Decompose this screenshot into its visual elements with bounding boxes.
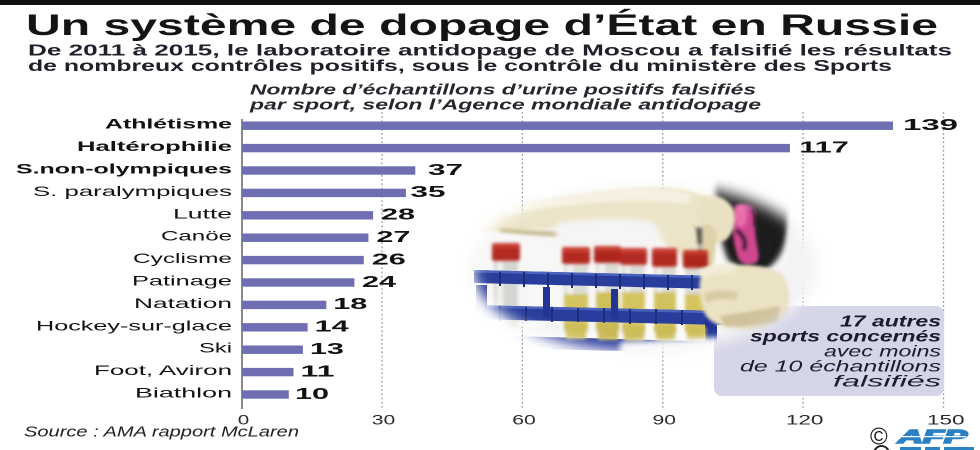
svg-text:120: 120	[786, 411, 824, 427]
svg-text:avec moins: avec moins	[824, 344, 941, 361]
svg-text:0: 0	[238, 411, 250, 427]
svg-text:60: 60	[512, 411, 536, 427]
svg-text:27: 27	[376, 229, 410, 246]
svg-text:De 2011 à 2015, le laboratoire: De 2011 à 2015, le laboratoire antidopag…	[28, 43, 952, 60]
svg-text:Hockey-sur-glace: Hockey-sur-glace	[36, 317, 232, 333]
svg-text:18: 18	[333, 296, 367, 313]
svg-text:117: 117	[799, 139, 849, 156]
svg-text:14: 14	[315, 319, 349, 336]
svg-text:37: 37	[428, 162, 463, 179]
svg-text:©: ©	[870, 424, 888, 450]
svg-text:150: 150	[927, 411, 965, 427]
svg-text:139: 139	[903, 117, 958, 134]
svg-text:Source : AMA rapport McLaren: Source : AMA rapport McLaren	[24, 424, 299, 441]
svg-text:Canöe: Canöe	[161, 228, 232, 244]
svg-text:Athlétisme: Athlétisme	[105, 116, 232, 132]
svg-text:Cyclisme: Cyclisme	[133, 250, 232, 266]
svg-text:Natation: Natation	[134, 295, 232, 311]
svg-text:26: 26	[372, 251, 406, 268]
svg-text:17 autres: 17 autres	[840, 314, 941, 331]
svg-text:10: 10	[295, 386, 329, 403]
svg-text:35: 35	[411, 184, 446, 201]
svg-text:Nombre d’échantillons d’urine: Nombre d’échantillons d’urine positifs f…	[250, 82, 756, 99]
svg-text:Haltérophilie: Haltérophilie	[77, 138, 232, 154]
svg-text:24: 24	[362, 274, 396, 291]
svg-text:de 10 échantillons: de 10 échantillons	[740, 359, 941, 376]
svg-text:sports concernés: sports concernés	[750, 329, 941, 346]
svg-text:par sport, selon l’Agence mond: par sport, selon l’Agence mondiale antid…	[248, 97, 761, 114]
svg-text:S. paralympiques: S. paralympiques	[33, 183, 232, 199]
svg-text:Foot, Aviron: Foot, Aviron	[94, 362, 232, 378]
svg-text:S.non-olympiques: S.non-olympiques	[16, 161, 232, 177]
svg-text:Lutte: Lutte	[173, 205, 232, 221]
svg-text:28: 28	[381, 207, 415, 224]
svg-text:Ski: Ski	[199, 340, 232, 356]
svg-text:11: 11	[301, 363, 335, 380]
svg-text:de nombreux contrôles positifs: de nombreux contrôles positifs, sous le …	[28, 58, 892, 75]
svg-text:30: 30	[372, 411, 396, 427]
svg-text:Patinage: Patinage	[132, 273, 232, 289]
svg-text:falsifiés: falsifiés	[833, 374, 941, 391]
svg-text:Biathlon: Biathlon	[135, 385, 232, 401]
svg-text:90: 90	[653, 411, 677, 427]
svg-text:Un système de dopage d’État en: Un système de dopage d’État en Russie	[26, 8, 938, 42]
svg-text:13: 13	[310, 341, 344, 358]
